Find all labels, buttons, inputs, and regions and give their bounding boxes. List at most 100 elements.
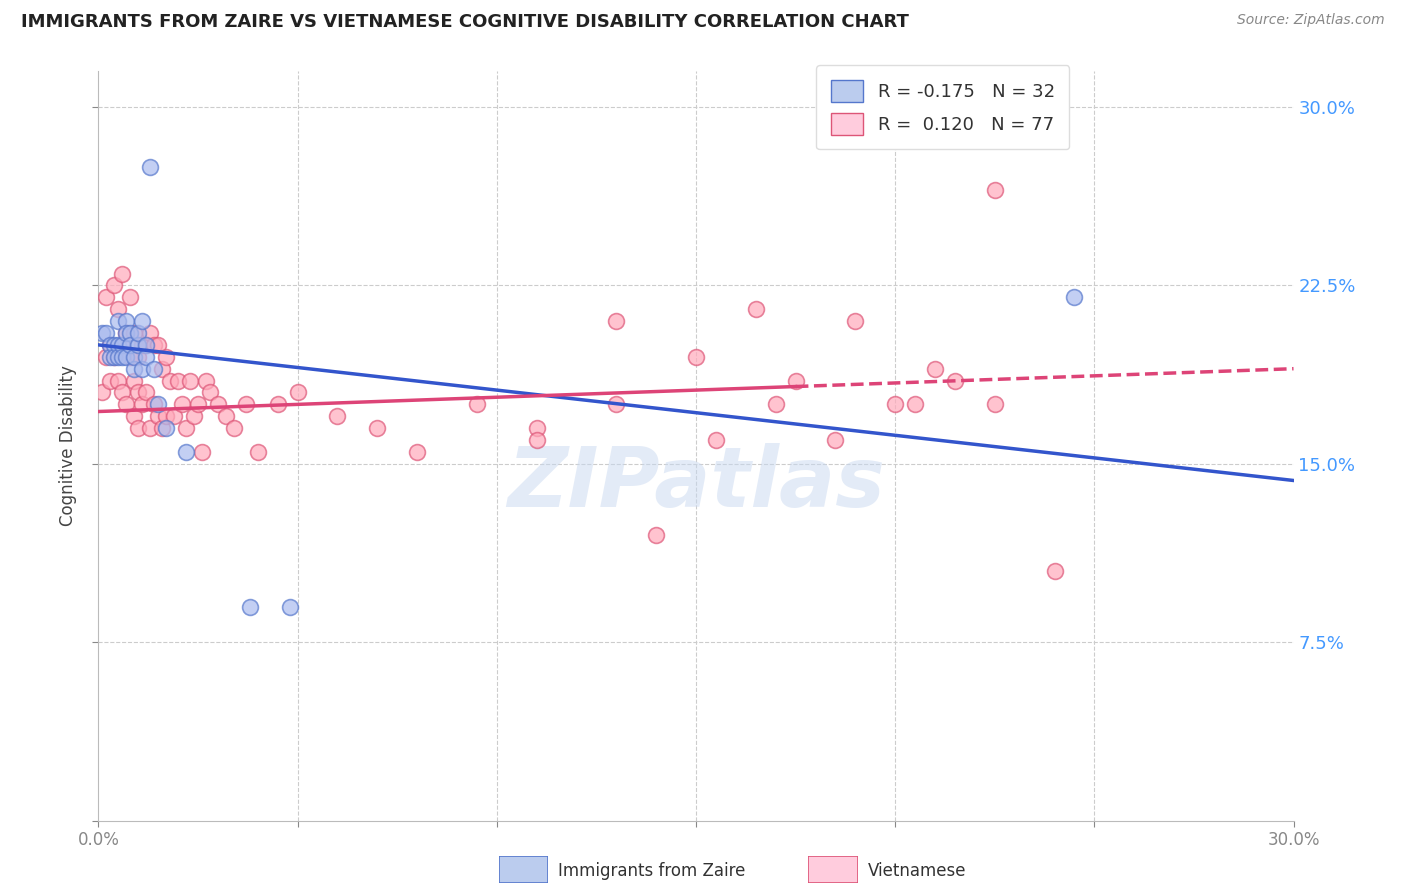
Point <box>111 267 134 281</box>
Point <box>139 326 162 340</box>
Point <box>183 409 205 424</box>
Point <box>765 397 787 411</box>
Point <box>267 397 290 411</box>
Point <box>91 385 114 400</box>
Point <box>120 350 142 364</box>
Text: Vietnamese: Vietnamese <box>868 863 966 880</box>
Point <box>143 397 166 411</box>
Point <box>326 409 349 424</box>
Point <box>222 421 245 435</box>
Point <box>824 433 846 447</box>
Point <box>605 397 627 411</box>
Point <box>884 397 907 411</box>
Point <box>785 374 807 388</box>
Legend: R = -0.175   N = 32, R =  0.120   N = 77: R = -0.175 N = 32, R = 0.120 N = 77 <box>817 65 1070 149</box>
Point <box>103 350 125 364</box>
Point <box>98 350 122 364</box>
Text: Immigrants from Zaire: Immigrants from Zaire <box>558 863 745 880</box>
Point <box>107 314 129 328</box>
Point <box>115 397 138 411</box>
Point <box>1043 564 1066 578</box>
Point <box>605 314 627 328</box>
Point <box>1063 290 1085 304</box>
Point <box>943 374 966 388</box>
Point <box>96 350 118 364</box>
Point <box>115 350 138 364</box>
Point <box>179 374 201 388</box>
Point <box>107 302 129 317</box>
Text: ZIPatlas: ZIPatlas <box>508 443 884 524</box>
Point <box>155 350 177 364</box>
Point <box>148 397 170 411</box>
Point <box>124 409 146 424</box>
Point <box>96 326 118 340</box>
Point <box>91 326 114 340</box>
Point <box>124 350 146 364</box>
Point <box>127 326 149 340</box>
Point <box>107 338 129 352</box>
Point <box>120 338 142 352</box>
Point <box>135 338 157 352</box>
Point <box>844 314 866 328</box>
Point <box>103 338 125 352</box>
Point <box>172 397 194 411</box>
Point <box>155 421 177 435</box>
Point <box>120 326 142 340</box>
Point <box>366 421 388 435</box>
Point <box>135 385 157 400</box>
Point <box>174 445 197 459</box>
Y-axis label: Cognitive Disability: Cognitive Disability <box>59 366 77 526</box>
Point <box>984 397 1007 411</box>
Point <box>174 421 197 435</box>
Point <box>107 374 129 388</box>
Point <box>120 290 142 304</box>
Point <box>135 338 157 352</box>
Point <box>124 361 146 376</box>
Point <box>124 374 146 388</box>
Point <box>159 374 181 388</box>
Point <box>111 338 134 352</box>
Point <box>111 350 134 364</box>
Point <box>155 409 177 424</box>
Point <box>131 338 153 352</box>
Point <box>127 338 149 352</box>
Point <box>207 397 229 411</box>
Point <box>278 599 301 614</box>
Text: IMMIGRANTS FROM ZAIRE VS VIETNAMESE COGNITIVE DISABILITY CORRELATION CHART: IMMIGRANTS FROM ZAIRE VS VIETNAMESE COGN… <box>21 13 908 31</box>
Point <box>984 183 1007 197</box>
Point <box>150 421 173 435</box>
Point <box>111 385 134 400</box>
Point <box>198 385 221 400</box>
Point <box>685 350 707 364</box>
Point <box>148 338 170 352</box>
Point <box>131 361 153 376</box>
Point <box>187 397 209 411</box>
Point <box>150 361 173 376</box>
Point <box>131 314 153 328</box>
Point <box>103 278 125 293</box>
Point <box>98 374 122 388</box>
Point <box>215 409 238 424</box>
Point <box>115 326 138 340</box>
Point <box>191 445 214 459</box>
Point <box>287 385 309 400</box>
Point <box>745 302 768 317</box>
Point <box>96 290 118 304</box>
Point <box>131 397 153 411</box>
Point <box>195 374 218 388</box>
Point <box>135 350 157 364</box>
Point <box>115 326 138 340</box>
Point <box>124 326 146 340</box>
Point <box>98 338 122 352</box>
Point <box>127 385 149 400</box>
Point <box>235 397 257 411</box>
Text: Source: ZipAtlas.com: Source: ZipAtlas.com <box>1237 13 1385 28</box>
Point <box>526 433 548 447</box>
Point <box>127 421 149 435</box>
Point <box>111 338 134 352</box>
Point <box>148 409 170 424</box>
Point <box>704 433 727 447</box>
Point <box>143 361 166 376</box>
Point <box>103 350 125 364</box>
Point <box>139 421 162 435</box>
